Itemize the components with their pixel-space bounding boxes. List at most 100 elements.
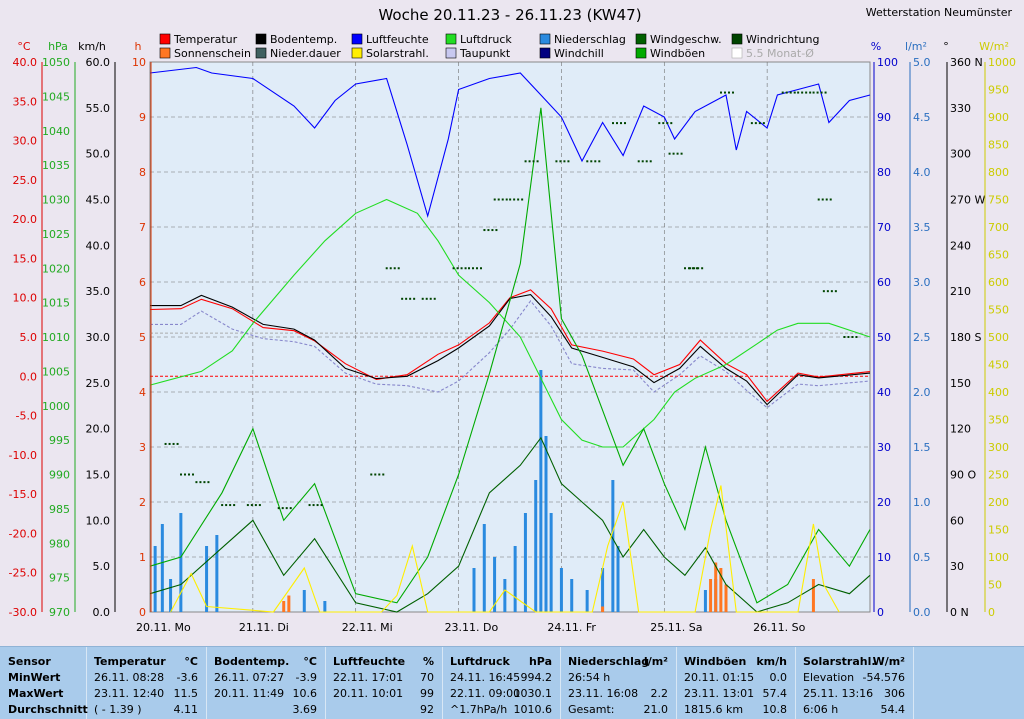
- wind-direction-point: [401, 297, 404, 300]
- x-tick-label: 22.11. Mi: [342, 621, 393, 634]
- wind-direction-point: [378, 473, 381, 476]
- stats-column-title: Niederschlag: [568, 655, 650, 668]
- stats-column: Windböen km/h 20.11. 01:15 0.0 23.11. 13:01 5…: [676, 647, 796, 719]
- wind-direction-point: [532, 160, 535, 163]
- legend-label: Niederschlag: [554, 33, 626, 46]
- tick-label: 1040: [42, 125, 70, 138]
- wind-direction-point: [697, 267, 700, 270]
- tick-label: 30: [877, 441, 891, 454]
- wind-direction-point: [409, 297, 412, 300]
- wind-direction-point: [308, 504, 311, 507]
- wind-direction-point: [229, 504, 232, 507]
- bar-sonnenschein: [287, 595, 291, 612]
- tick-label: 100: [877, 56, 898, 69]
- bar-niederschlag: [302, 590, 306, 612]
- stats-column-title: Luftdruck: [450, 655, 510, 668]
- axes-layer: 40.035.030.025.020.015.010.05.00.0-5.0-1…: [9, 40, 1016, 634]
- stats-row-label: Sensor: [8, 655, 51, 668]
- tick-label: 990: [49, 469, 70, 482]
- bar-sonnenschein: [714, 562, 718, 612]
- tick-label: 80: [877, 166, 891, 179]
- tick-label: 5: [139, 331, 146, 344]
- stats-cell-label: 23.11. 12:40: [94, 687, 165, 700]
- tick-label: 985: [49, 503, 70, 516]
- tick-label: 30.0: [13, 135, 38, 148]
- wind-direction-point: [472, 267, 474, 270]
- bar-niederschlag: [549, 513, 553, 612]
- tick-label: 9: [139, 111, 146, 124]
- stats-cell-value: 4.11: [173, 703, 199, 716]
- stats-cell-value: 70: [420, 671, 434, 684]
- series-line-windböen: [149, 107, 871, 604]
- wind-direction-point: [672, 152, 675, 155]
- wind-direction-point: [505, 198, 508, 201]
- wind-direction-point: [830, 290, 833, 293]
- tick-label: 900: [988, 111, 1009, 124]
- wind-direction-point: [192, 473, 194, 476]
- tick-label: 1025: [42, 228, 70, 241]
- wind-direction-point: [425, 297, 428, 300]
- stats-column-unit: km/h: [756, 655, 787, 668]
- wind-direction-point: [476, 267, 478, 270]
- weather-chart: 40.035.030.025.020.015.010.05.00.0-5.0-1…: [8, 6, 1016, 634]
- series-line-luftdruck: [149, 198, 871, 448]
- wind-direction-point: [421, 297, 424, 300]
- stats-cell-value: 1010.6: [513, 703, 553, 716]
- tick-label: 1.0: [913, 496, 931, 509]
- wind-direction-point: [668, 152, 671, 155]
- tick-label: 60: [877, 276, 891, 289]
- bar-niederschlag: [160, 524, 164, 612]
- tick-label: 330: [950, 102, 971, 115]
- wind-direction-point: [199, 481, 202, 484]
- stats-cell-label: 26.11. 07:27: [214, 671, 285, 684]
- tick-label: 800: [988, 166, 1009, 179]
- tick-label: 500: [988, 331, 1009, 344]
- series-line-bodentemp.: [150, 294, 871, 406]
- wind-direction-point: [389, 267, 392, 270]
- legend-label: Windchill: [554, 47, 604, 60]
- axis-unit: W/m²: [979, 40, 1009, 53]
- bar-niederschlag: [153, 546, 157, 612]
- tick-label: 1010: [42, 331, 70, 344]
- tick-label: -25.0: [9, 567, 37, 580]
- bar-niederschlag: [513, 546, 517, 612]
- tick-label: 650: [988, 249, 1009, 262]
- tick-label: 1015: [42, 297, 70, 310]
- tick-label: 980: [49, 537, 70, 550]
- wind-direction-point: [180, 473, 182, 476]
- stats-cell-label: 20.11. 01:15: [684, 671, 755, 684]
- tick-label: 270 W: [950, 194, 985, 207]
- wind-direction-point: [225, 504, 228, 507]
- bar-sonnenschein: [719, 568, 723, 612]
- wind-direction-point: [493, 198, 496, 201]
- stats-cell-label: Elevation: [803, 671, 855, 684]
- tick-label: 600: [988, 276, 1009, 289]
- wind-direction-point: [563, 160, 566, 163]
- tick-label: 3.0: [913, 276, 931, 289]
- wind-direction-point: [801, 91, 804, 94]
- axis-unit: °C: [17, 40, 31, 53]
- legend-label: Bodentemp.: [270, 33, 337, 46]
- stats-column-title: Luftfeuchte: [333, 655, 406, 668]
- stats-column: Luftdruck hPa 24.11. 16:45 994.2 22.11. 09:0…: [442, 647, 561, 719]
- wind-direction-point: [397, 267, 400, 270]
- x-tick-label: 21.11. Di: [239, 621, 289, 634]
- wind-direction-point: [221, 504, 224, 507]
- wind-direction-point: [382, 473, 385, 476]
- legend-swatch: [635, 33, 647, 45]
- tick-label: 700: [988, 221, 1009, 234]
- wind-direction-point: [468, 267, 470, 270]
- wind-direction-point: [528, 160, 531, 163]
- stats-column-unit: °C: [184, 655, 198, 668]
- wind-direction-point: [817, 198, 820, 201]
- wind-direction-point: [789, 91, 792, 94]
- wind-direction-point: [385, 267, 388, 270]
- x-tick-label: 23.11. Do: [445, 621, 499, 634]
- wind-direction-point: [598, 160, 601, 163]
- axis-unit: km/h: [78, 40, 106, 53]
- legend-swatch: [635, 47, 647, 59]
- tick-label: 4.5: [913, 111, 931, 124]
- tick-label: 6: [139, 276, 146, 289]
- wind-direction-point: [250, 504, 253, 507]
- tick-label: 0.0: [913, 606, 931, 619]
